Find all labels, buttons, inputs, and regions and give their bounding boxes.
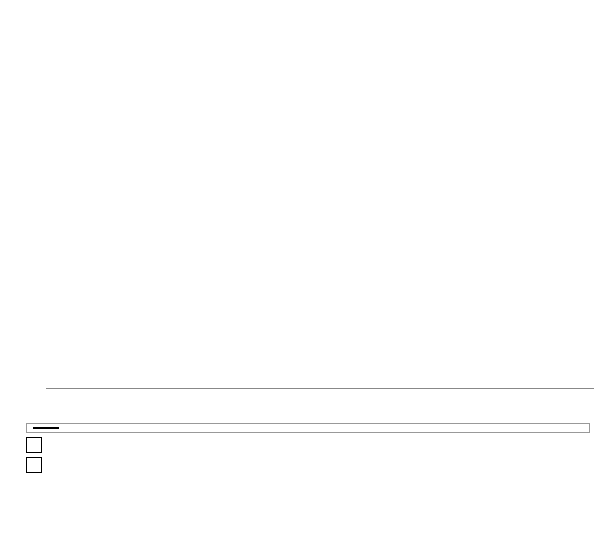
x-axis-labels [46,389,594,419]
plot-area [46,6,594,389]
legend-swatch-icon [33,428,59,429]
line-series-svg [46,6,594,388]
sale-row [26,455,590,475]
legend-item [33,428,583,429]
sale-row [26,435,590,455]
legend-box [26,423,590,433]
chart-container [0,0,600,560]
sales-table [26,435,590,475]
sale-flag-icon [26,437,42,453]
sale-flag-icon [26,457,42,473]
